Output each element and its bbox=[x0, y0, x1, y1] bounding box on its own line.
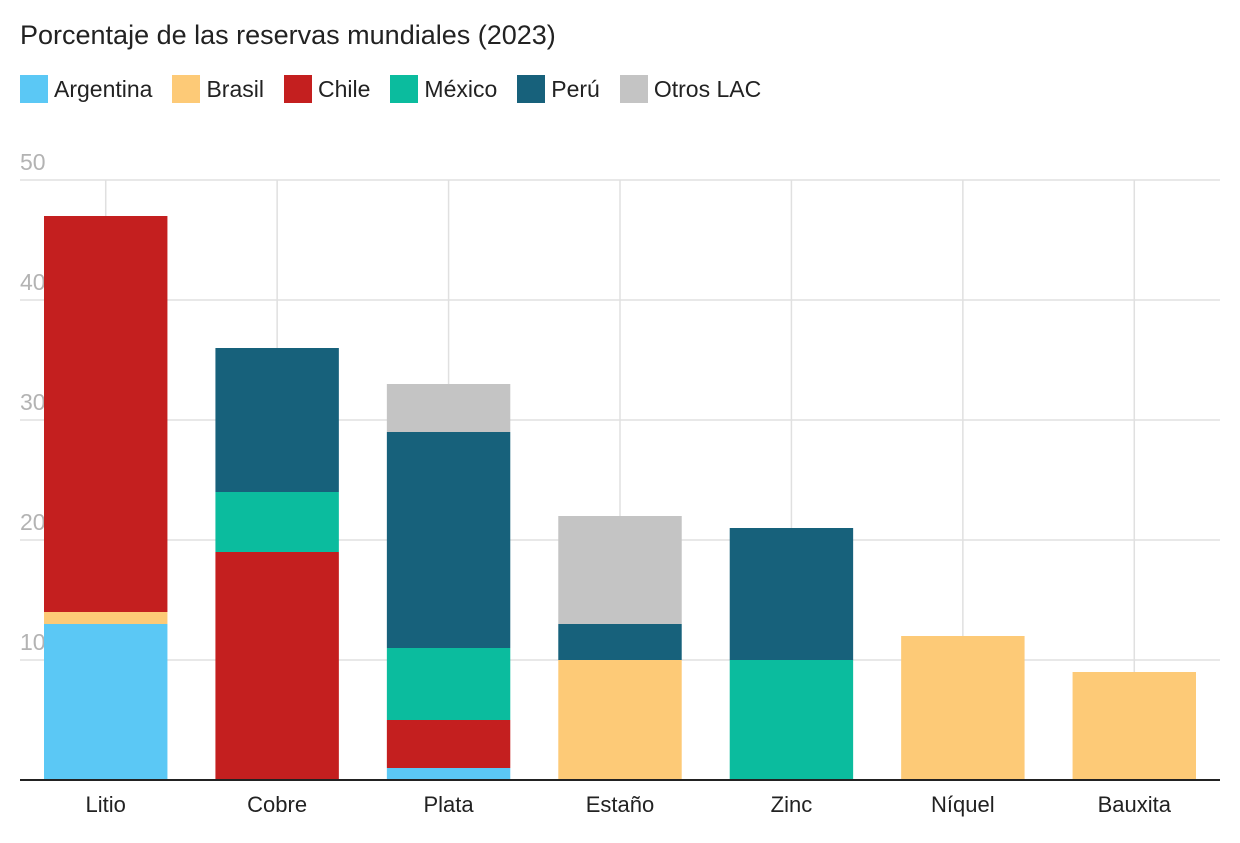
legend-label-brasil: Brasil bbox=[206, 75, 264, 102]
legend-swatch-mexico bbox=[390, 75, 419, 103]
bar-segment-3-3 bbox=[386, 720, 511, 768]
legend-item-mexico: México bbox=[390, 75, 497, 103]
x-tick-label-4: Estaño bbox=[586, 792, 655, 817]
y-tick-label-30: 30 bbox=[20, 389, 46, 415]
bar-segment-5-4 bbox=[729, 660, 854, 780]
bar-segment-1-3 bbox=[44, 216, 168, 612]
bar-segment-5-5 bbox=[729, 528, 854, 660]
legend-item-peru: Perú bbox=[517, 75, 600, 103]
legend-swatch-chile bbox=[283, 75, 312, 103]
y-tick-label-20: 20 bbox=[20, 509, 46, 535]
y-tick-label-10: 10 bbox=[20, 629, 46, 655]
legend-label-otros-lac: Otros LAC bbox=[653, 75, 762, 102]
legend-swatch-brasil bbox=[172, 75, 201, 103]
x-tick-label-2: Cobre bbox=[247, 792, 307, 817]
chart-title: Porcentaje de las reservas mundiales (20… bbox=[20, 20, 556, 50]
y-tick-label-40: 40 bbox=[20, 269, 46, 295]
bar-segment-6-2 bbox=[901, 636, 1025, 780]
bar-segment-4-2 bbox=[558, 660, 682, 780]
legend-label-chile: Chile bbox=[317, 75, 371, 102]
x-tick-label-7: Bauxita bbox=[1098, 792, 1172, 817]
bar-segment-3-4 bbox=[386, 648, 511, 720]
legend-item-brasil: Brasil bbox=[172, 75, 264, 103]
bar-segment-4-5 bbox=[558, 624, 682, 660]
bar-segment-7-2 bbox=[1072, 672, 1196, 780]
bar-segment-1-2 bbox=[44, 612, 168, 624]
legend-item-argentina: Argentina bbox=[20, 75, 152, 103]
bar-segment-2-5 bbox=[215, 348, 339, 492]
x-tick-label-5: Zinc bbox=[771, 792, 813, 817]
x-tick-label-6: Níquel bbox=[931, 792, 995, 817]
x-tick-label-3: Plata bbox=[423, 792, 474, 817]
x-tick-label-1: Litio bbox=[86, 792, 126, 817]
bar-segment-2-4 bbox=[215, 492, 339, 552]
legend-label-mexico: México bbox=[424, 75, 498, 102]
bar-segment-3-1 bbox=[386, 768, 511, 780]
bar-segment-2-3 bbox=[215, 552, 339, 780]
bar-segment-3-5 bbox=[386, 432, 511, 648]
legend-swatch-argentina bbox=[20, 75, 48, 103]
legend-swatch-otros-lac bbox=[619, 75, 648, 103]
bar-segment-4-6 bbox=[558, 516, 682, 624]
legend-label-peru: Perú bbox=[551, 75, 600, 102]
y-tick-label-50: 50 bbox=[20, 149, 46, 175]
legend-item-chile: Chile bbox=[283, 75, 371, 103]
legend-label-argentina: Argentina bbox=[54, 75, 153, 102]
legend: Argentina Brasil Chile México Perú Otros… bbox=[20, 75, 781, 103]
legend-item-otros-lac: Otros LAC bbox=[619, 75, 762, 103]
bar-segment-1-1 bbox=[44, 624, 168, 780]
legend-swatch-peru bbox=[517, 75, 546, 103]
bar-segment-3-6 bbox=[386, 384, 511, 432]
